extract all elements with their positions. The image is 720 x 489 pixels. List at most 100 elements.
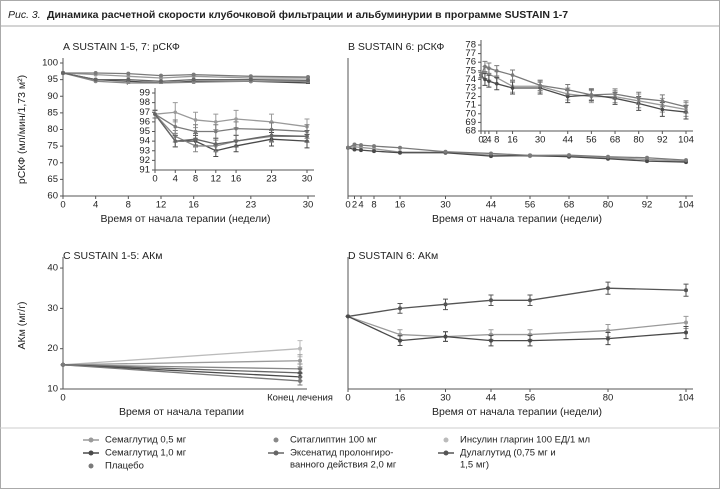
data-point: [589, 93, 594, 97]
data-point: [398, 145, 402, 150]
data-point: [613, 92, 617, 96]
data-point: [606, 286, 610, 291]
legend-label: Семаглутид 0,5 мг: [105, 435, 187, 446]
data-point: [567, 153, 571, 158]
legend-label: Ситаглиптин 100 мг: [290, 435, 378, 446]
data-point: [352, 142, 357, 147]
data-point: [528, 153, 532, 158]
data-point: [346, 145, 350, 150]
y-tick-label: 10: [47, 384, 58, 395]
data-point: [660, 99, 665, 103]
y-tick-label: 95: [139, 126, 150, 137]
series-line: [62, 364, 301, 370]
data-point: [487, 79, 491, 83]
x-tick-label: 0: [60, 393, 65, 404]
y-tick-label: 30: [47, 303, 58, 314]
data-point: [306, 78, 310, 83]
data-point: [660, 107, 665, 112]
x-tick-label: 44: [486, 393, 497, 404]
x-tick-label: 23: [266, 174, 277, 185]
data-point: [489, 298, 493, 303]
x-tick-label: 30: [302, 174, 313, 185]
x-tick-label: 56: [586, 135, 597, 146]
data-point: [565, 94, 570, 99]
inset-background: [456, 36, 692, 144]
y-tick-label: 40: [47, 263, 58, 274]
y-axis-label: АКм (мг/г): [16, 301, 28, 349]
data-point: [193, 118, 198, 122]
x-tick-label: 30: [535, 135, 546, 146]
legend-label: 1,5 мг): [460, 460, 489, 471]
x-tick-label: 8: [126, 200, 131, 211]
y-tick-label: 70: [465, 108, 476, 119]
y-tick-label: 20: [47, 343, 58, 354]
x-tick-label: 80: [603, 393, 614, 404]
data-point: [234, 117, 238, 121]
x-tick-label: 30: [440, 200, 451, 211]
y-tick-label: 75: [47, 141, 58, 152]
x-tick-label: 8: [193, 174, 198, 185]
data-point: [214, 142, 218, 146]
x-axis-label: Время от начала терапии (недели): [432, 213, 602, 225]
data-point: [159, 73, 163, 78]
data-point: [483, 77, 487, 82]
data-point: [684, 320, 688, 325]
data-point: [684, 330, 688, 335]
data-point: [305, 134, 309, 139]
x-tick-label: Конец лечения: [267, 393, 333, 404]
data-point: [359, 143, 363, 148]
data-point: [372, 144, 376, 149]
y-tick-label: 65: [47, 174, 58, 185]
data-point: [684, 288, 688, 293]
data-point: [606, 154, 610, 159]
data-point: [191, 77, 196, 82]
legend-label: Плацебо: [105, 461, 144, 472]
data-point: [126, 77, 131, 82]
y-tick-label: 80: [47, 124, 58, 135]
data-point: [214, 129, 218, 134]
data-point: [636, 96, 641, 101]
y-tick-label: 73: [465, 83, 476, 94]
data-point: [126, 80, 131, 85]
x-tick-label: 8: [494, 135, 499, 146]
x-tick-label: 80: [633, 135, 644, 146]
x-axis-label: Время от начала терапии: [119, 406, 244, 418]
x-tick-label: 4: [486, 135, 491, 146]
data-point: [443, 334, 448, 339]
x-tick-label: 0: [345, 200, 350, 211]
y-tick-label: 92: [139, 155, 150, 166]
legend-marker: [88, 463, 94, 469]
data-point: [565, 87, 570, 92]
y-tick-label: 98: [139, 97, 150, 108]
data-point: [494, 81, 499, 86]
data-point: [489, 338, 493, 343]
y-tick-label: 74: [465, 74, 476, 85]
legend-label: Семаглутид 1,0 мг: [105, 448, 187, 459]
data-point: [398, 150, 402, 155]
x-tick-label: 80: [603, 200, 614, 211]
y-tick-label: 75: [465, 65, 476, 76]
data-point: [372, 149, 376, 154]
x-tick-label: 30: [440, 393, 451, 404]
panel-title: B SUSTAIN 6: рСКФ: [348, 41, 444, 53]
data-point: [214, 120, 218, 124]
data-point: [248, 77, 253, 82]
legend-marker: [443, 437, 449, 443]
data-point: [298, 378, 302, 383]
data-point: [510, 73, 515, 77]
x-tick-label: 16: [395, 200, 406, 211]
x-tick-label: 44: [486, 200, 497, 211]
x-tick-label: 16: [231, 174, 242, 185]
data-point: [494, 69, 499, 73]
y-tick-label: 97: [139, 107, 150, 118]
y-tick-label: 77: [465, 48, 476, 59]
data-point: [479, 73, 483, 77]
legend-marker: [273, 450, 279, 456]
y-tick-label: 72: [465, 91, 476, 102]
panel-title: C SUSTAIN 1-5: АКм: [63, 250, 163, 262]
data-point: [191, 72, 196, 77]
legend-label: Инсулин гларгин 100 ЕД/1 мл: [460, 435, 590, 446]
y-tick-label: 69: [465, 117, 476, 128]
data-point: [234, 126, 238, 131]
data-point: [645, 155, 649, 160]
